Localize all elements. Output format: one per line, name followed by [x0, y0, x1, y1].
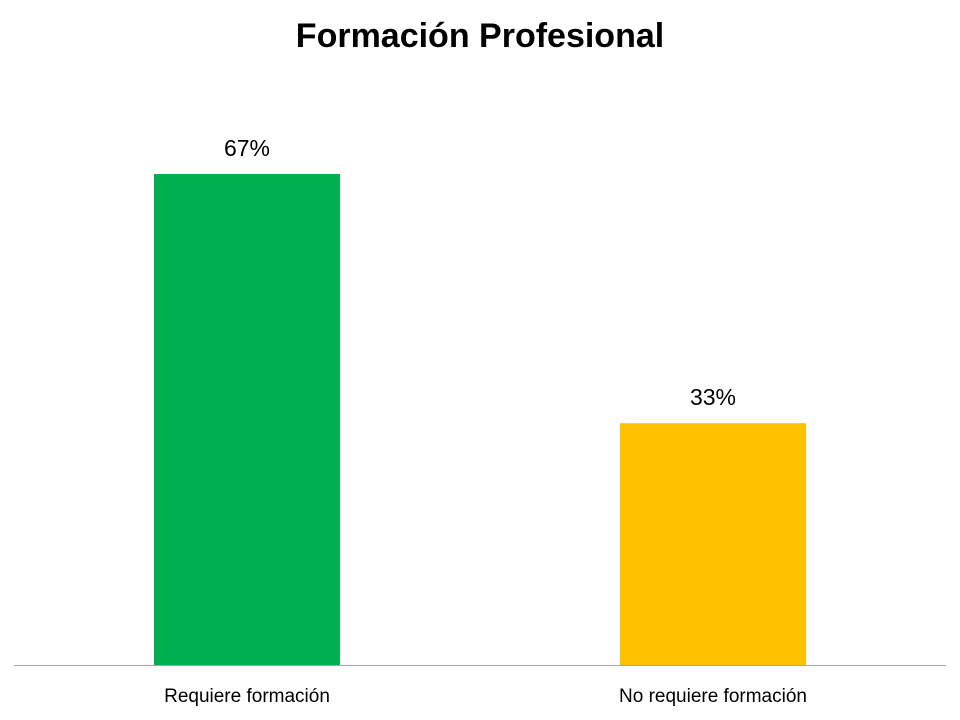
value-label: 67% [224, 135, 270, 161]
value-label: 33% [690, 384, 736, 410]
chart-title: Formación Profesional [296, 17, 664, 55]
x-tick-label: No requiere formación [619, 686, 807, 707]
x-tick-label: Requiere formación [164, 686, 330, 707]
bar [620, 423, 806, 665]
bar [154, 174, 340, 665]
